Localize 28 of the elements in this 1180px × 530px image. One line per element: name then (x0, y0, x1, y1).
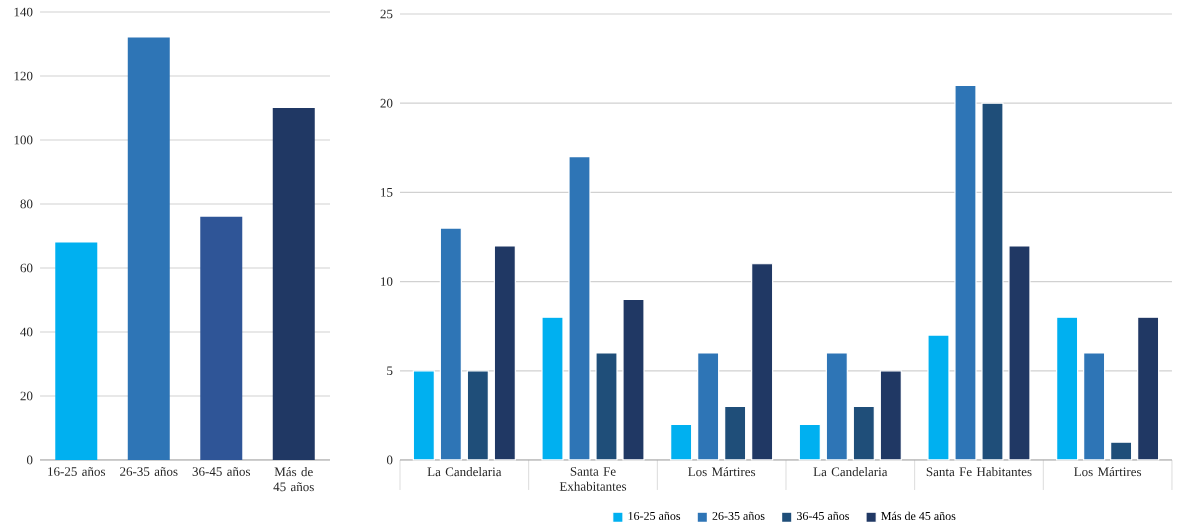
bar (1056, 316, 1079, 461)
bar (127, 37, 170, 460)
bar (852, 405, 875, 461)
bar (493, 245, 516, 461)
bar (825, 352, 848, 461)
bar (200, 216, 243, 460)
bar (466, 370, 489, 461)
bar (927, 334, 950, 461)
bar (724, 405, 747, 461)
bar (595, 352, 618, 461)
bar (798, 423, 821, 461)
bar (670, 423, 693, 461)
bar (879, 370, 902, 461)
bar (272, 107, 315, 460)
bar (1008, 245, 1031, 461)
bar (568, 156, 591, 461)
bar (55, 242, 98, 460)
bar (1083, 352, 1106, 461)
bar (1110, 441, 1133, 461)
bar (981, 102, 1004, 461)
bar (541, 316, 564, 461)
bar (1137, 316, 1160, 461)
bar (954, 84, 977, 461)
bar (697, 352, 720, 461)
bar (751, 263, 774, 461)
bar (439, 227, 462, 461)
bar (622, 298, 645, 461)
bar (412, 370, 435, 461)
